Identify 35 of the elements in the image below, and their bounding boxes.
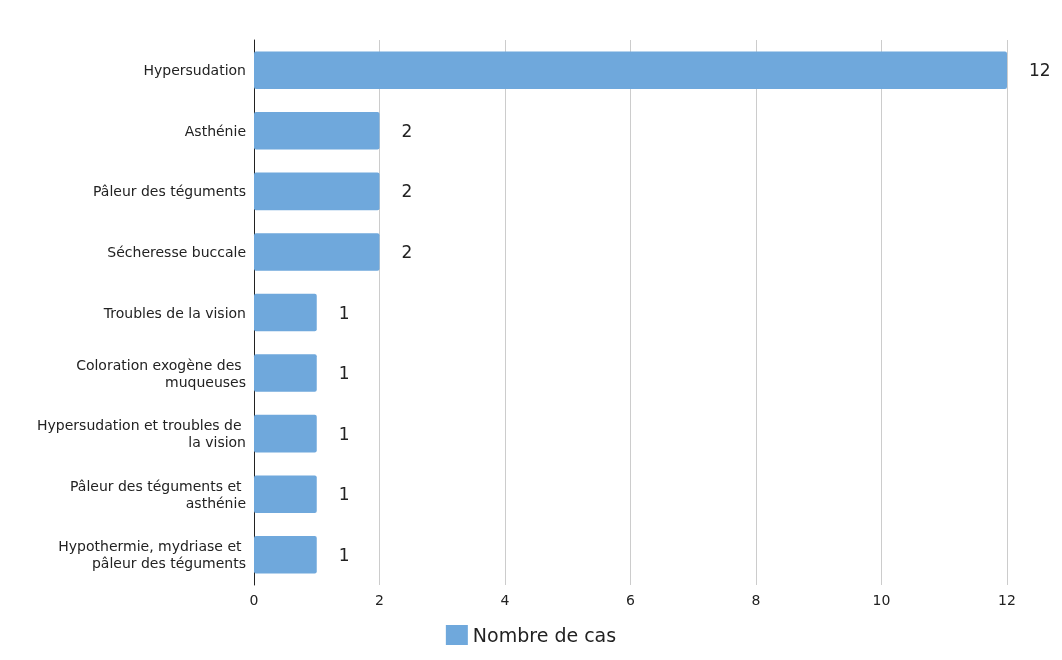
bar xyxy=(254,535,317,574)
x-tick-label: 2 xyxy=(375,592,384,608)
data-label: 2 xyxy=(401,181,413,202)
x-tick-label: 6 xyxy=(626,592,636,608)
y-tick-label: Hypersudation xyxy=(143,62,246,79)
data-label: 1 xyxy=(338,544,350,565)
data-label: 1 xyxy=(338,302,350,323)
y-tick-label: Coloration exogène des muqueuses xyxy=(76,356,246,390)
bar xyxy=(254,112,380,150)
y-tick-label: Sécheresse buccale xyxy=(107,243,246,260)
data-label: 1 xyxy=(338,423,350,444)
bar xyxy=(254,51,1007,90)
y-tick-label: Hypersudation et troubles de la vision xyxy=(37,417,246,451)
bar xyxy=(254,293,317,332)
data-label: 2 xyxy=(401,120,413,141)
y-tick-label: Pâleur des téguments xyxy=(93,183,246,200)
bar xyxy=(254,475,317,513)
y-tick-label: Asthénie xyxy=(184,122,246,139)
x-tick-label: 12 xyxy=(998,592,1016,608)
bar xyxy=(254,172,380,211)
data-label: 2 xyxy=(401,241,413,262)
x-tick-label: 8 xyxy=(751,592,761,608)
y-tick-label: Hypothermie, mydriase et pâleur des téguments xyxy=(58,538,246,572)
bar xyxy=(254,414,317,453)
y-tick-label: Pâleur des téguments et asthénie xyxy=(70,477,246,511)
data-label: 1 xyxy=(338,484,350,505)
legend-label: Nombre de cas xyxy=(472,624,617,646)
y-tick-label: Troubles de la vision xyxy=(102,304,246,321)
bar xyxy=(254,233,380,271)
x-tick-label: 0 xyxy=(249,592,259,608)
x-tick-label: 4 xyxy=(500,592,510,608)
x-tick-label: 10 xyxy=(872,592,891,608)
data-label: 1 xyxy=(338,363,350,384)
bar xyxy=(254,354,317,392)
data-label: 12 xyxy=(1029,60,1051,81)
